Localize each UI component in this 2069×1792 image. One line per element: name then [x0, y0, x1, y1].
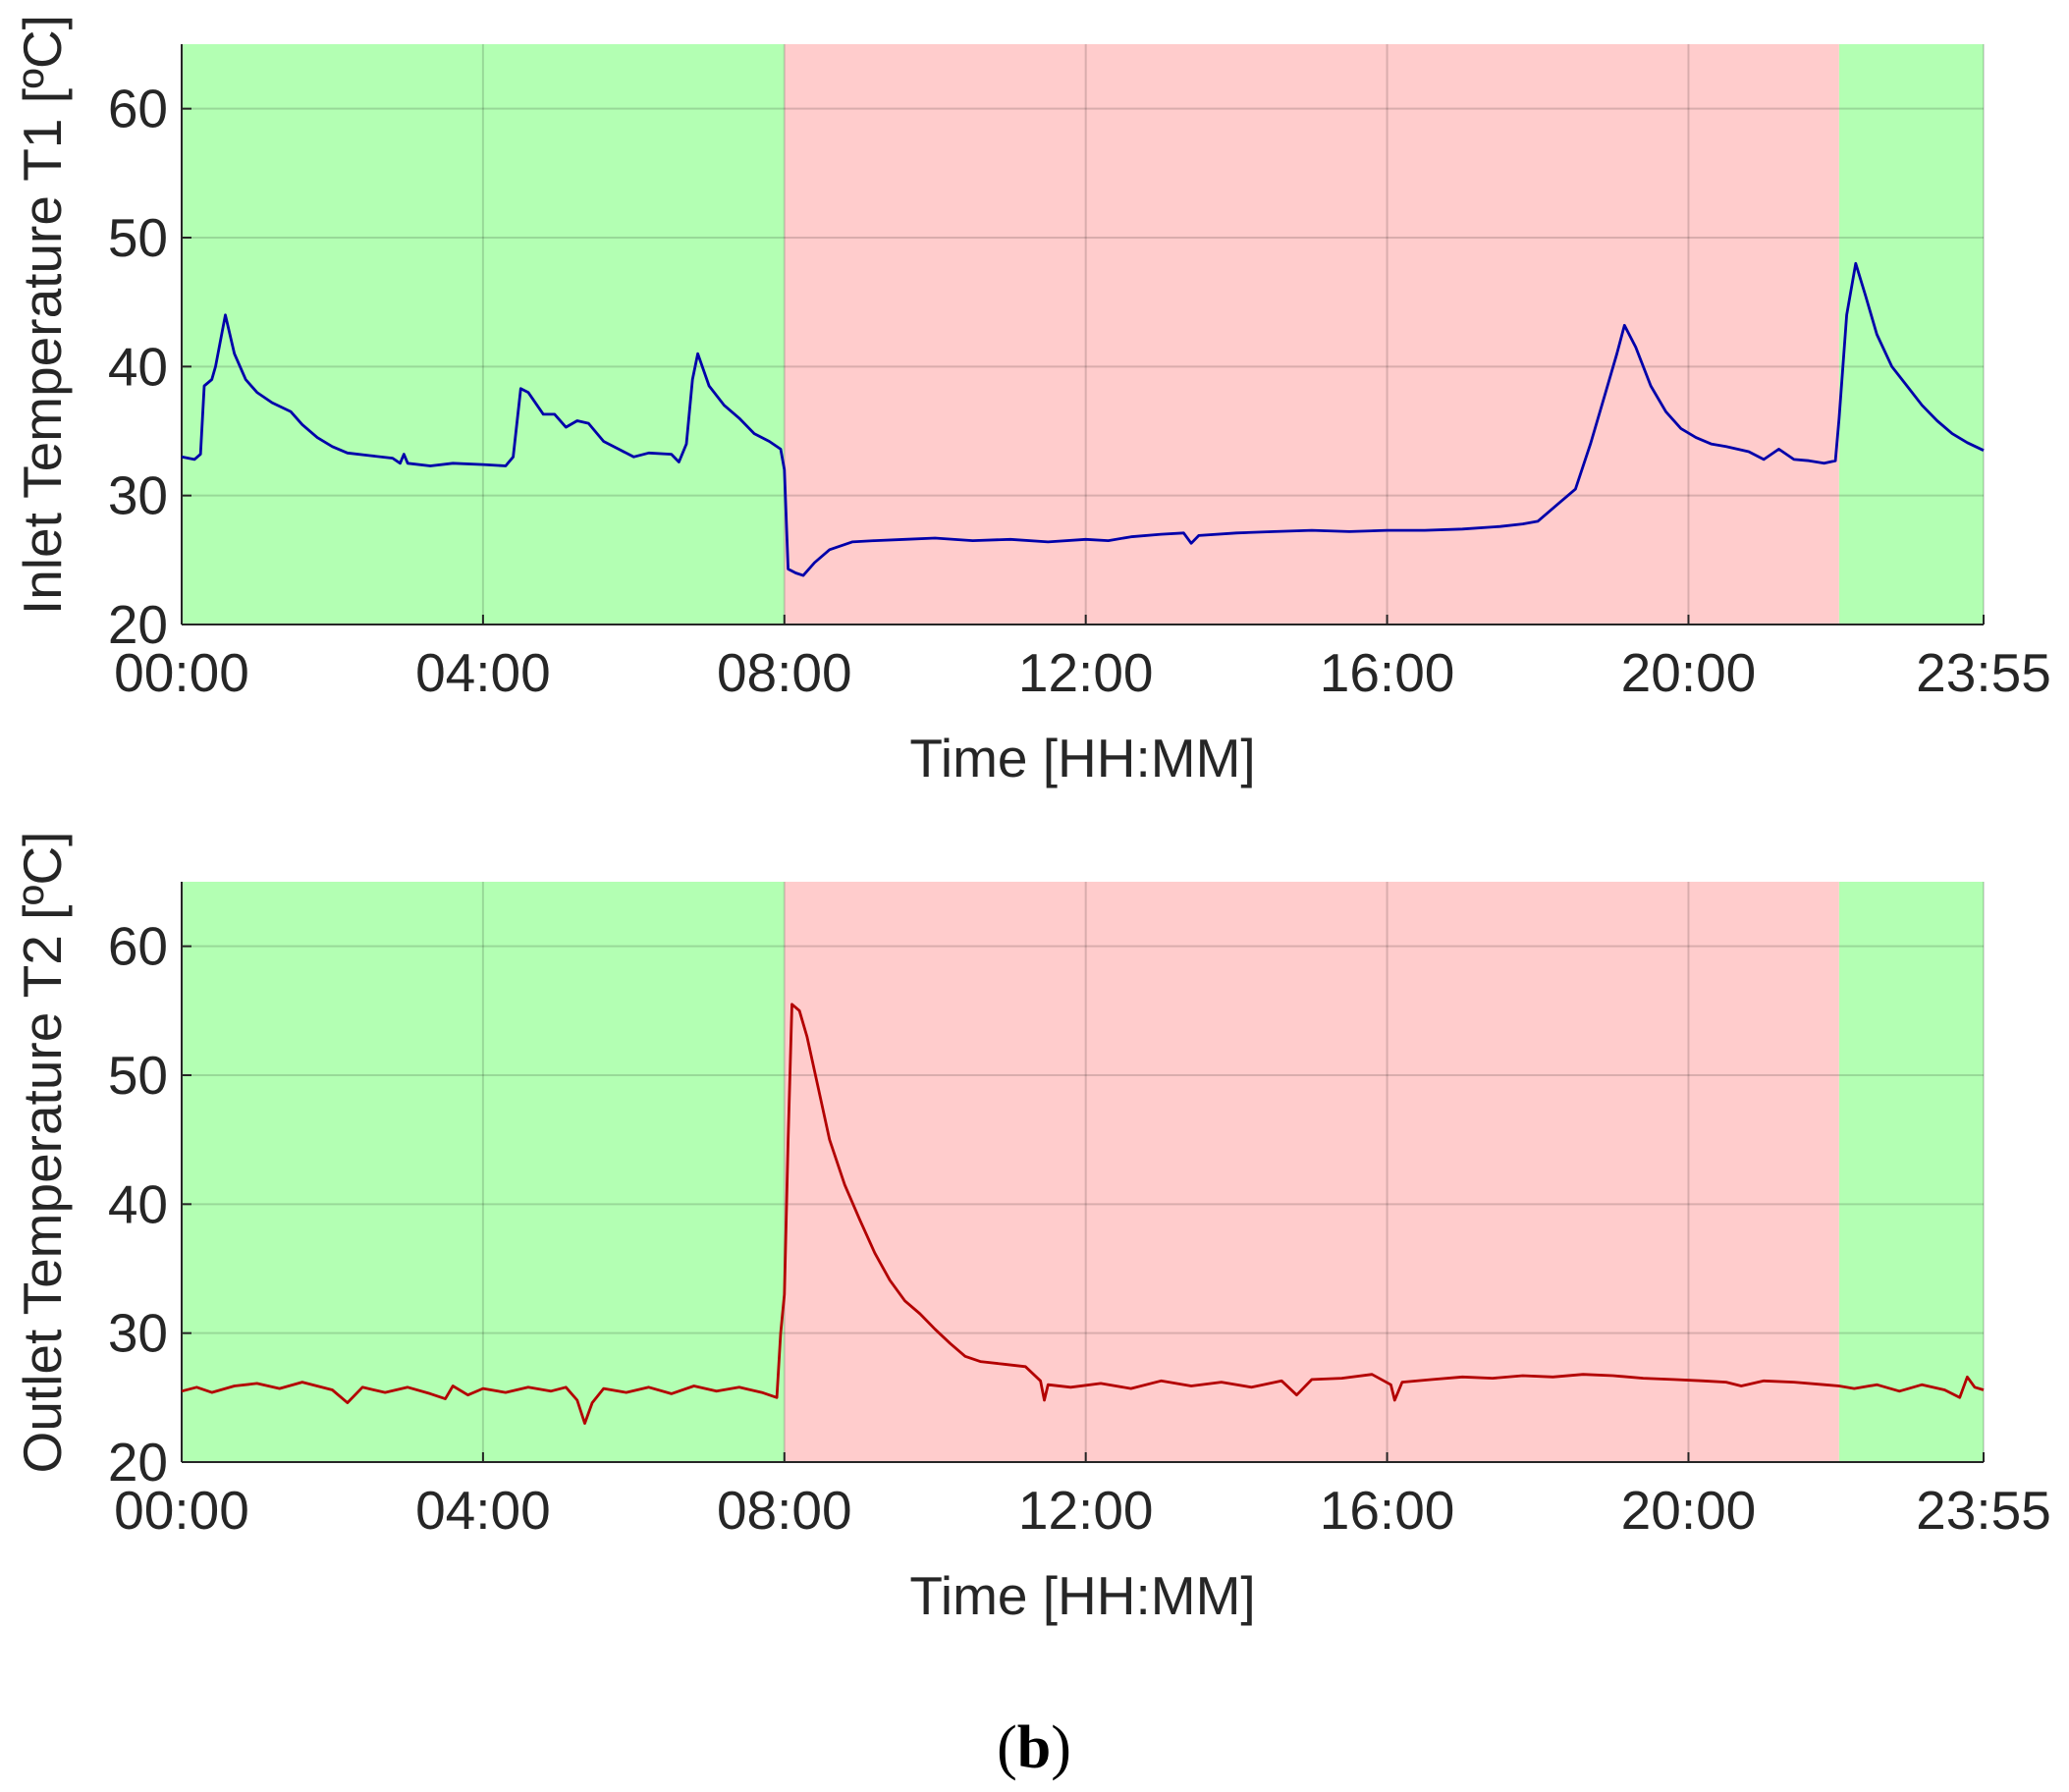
x-tick-label: 00:00	[114, 642, 249, 703]
y-tick-label: 60	[108, 79, 168, 139]
x-axis-label: Time [HH:MM]	[909, 728, 1255, 788]
x-tick-label: 00:00	[114, 1480, 249, 1541]
band-off-peak-0	[182, 882, 785, 1462]
x-tick-label: 08:00	[717, 642, 852, 703]
caption-letter: b	[1017, 1714, 1051, 1781]
y-tick-label: 40	[108, 336, 168, 397]
caption-open-paren: (	[997, 1714, 1017, 1781]
y-tick-label: 30	[108, 1303, 168, 1364]
y-tick-label: 50	[108, 1045, 168, 1106]
x-tick-label: 04:00	[415, 1480, 551, 1541]
series-line-inlet-t1	[181, 261, 1985, 577]
x-tick-label: 08:00	[717, 1480, 852, 1541]
x-tick-label: 16:00	[1320, 1480, 1455, 1541]
x-tick-label: 12:00	[1018, 1480, 1154, 1541]
y-tick-label: 20	[108, 594, 168, 655]
band-peak-1	[784, 882, 1839, 1462]
x-tick-label: 04:00	[415, 642, 551, 703]
x-tick-label: 23:55	[1916, 642, 2051, 703]
series-line-outlet-t2	[181, 1003, 1985, 1425]
band-off-peak-2	[1838, 882, 1984, 1462]
y-tick-label: 40	[108, 1173, 168, 1234]
y-tick-label: 60	[108, 916, 168, 977]
band-off-peak-0	[182, 44, 785, 624]
x-tick-label: 16:00	[1320, 642, 1455, 703]
band-off-peak-2	[1838, 44, 1984, 624]
x-tick-label: 20:00	[1621, 642, 1757, 703]
y-tick-label: 20	[108, 1432, 168, 1493]
bottom-panel-outlet-temperature: 00:00 04:00 08:00 12:00 16:00 20:00 23:55 20 30 4…	[12, 832, 2051, 1626]
x-tick-label: 20:00	[1621, 1480, 1757, 1541]
x-tick-label: 12:00	[1018, 642, 1154, 703]
y-tick-label: 30	[108, 465, 168, 526]
band-peak-1	[784, 44, 1839, 624]
figure-caption: (b)	[997, 1714, 1071, 1781]
top-panel-inlet-temperature: 00:00 04:00 08:00 12:00 16:00 20:00 23:55 20 30 4…	[12, 15, 2051, 788]
x-axis-label: Time [HH:MM]	[909, 1565, 1255, 1626]
caption-close-paren: )	[1051, 1714, 1071, 1781]
y-axis-label: Inlet Temperature T1 [ºC]	[12, 15, 73, 615]
y-axis-label: Outlet Temperature T2 [ºC]	[12, 832, 73, 1474]
x-tick-label: 23:55	[1916, 1480, 2051, 1541]
y-tick-label: 50	[108, 207, 168, 268]
